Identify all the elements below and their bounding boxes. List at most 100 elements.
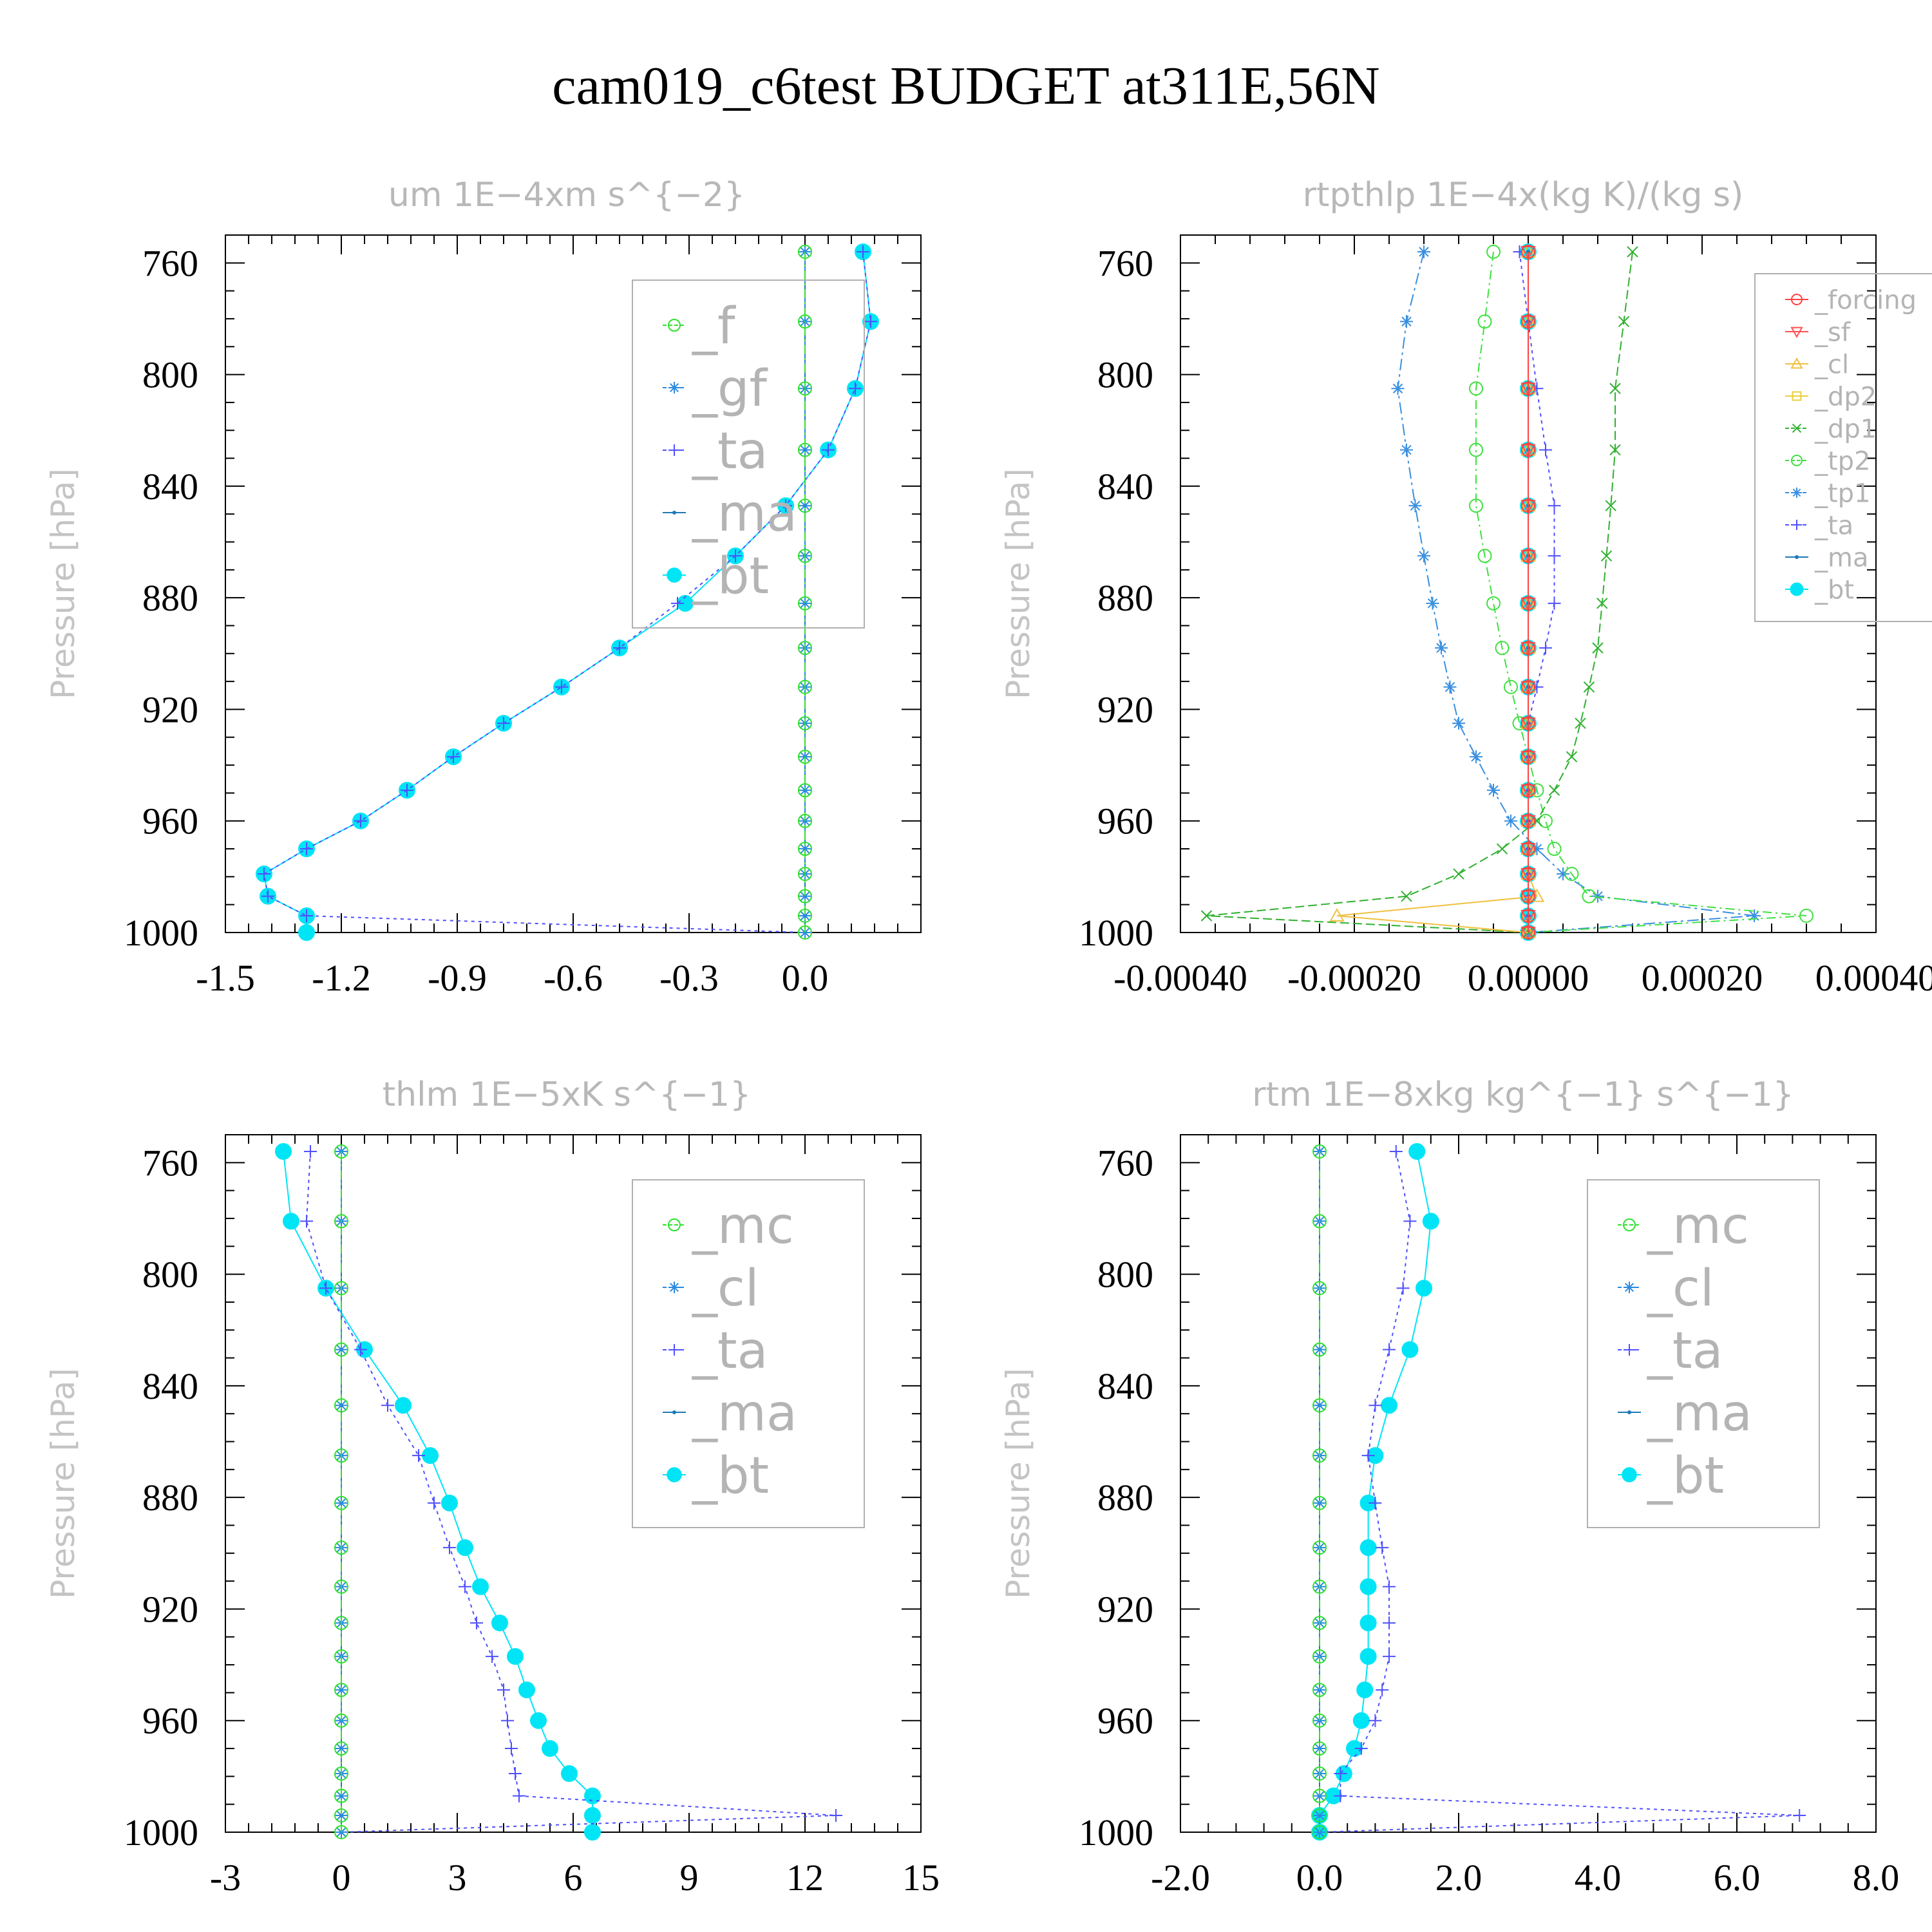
marker — [668, 444, 680, 456]
marker — [513, 1789, 526, 1803]
marker — [799, 784, 811, 797]
marker — [864, 315, 877, 328]
marker — [334, 1616, 348, 1631]
marker — [1368, 1399, 1382, 1412]
marker — [1312, 1683, 1327, 1698]
marker — [1453, 868, 1464, 880]
marker — [334, 1448, 348, 1463]
series-line — [1319, 1151, 1432, 1832]
legend-label: _bt — [692, 547, 769, 605]
x-tick-label: -0.00020 — [1287, 957, 1421, 999]
marker — [1792, 520, 1802, 530]
marker — [509, 1767, 522, 1781]
legend-label: _cl — [1647, 1260, 1714, 1318]
y-tick-label: 1000 — [1079, 1812, 1153, 1853]
series-bt — [256, 243, 879, 941]
marker — [1521, 925, 1535, 940]
marker — [1361, 1449, 1375, 1463]
marker — [334, 1808, 348, 1823]
legend-label: _ta — [692, 422, 768, 480]
marker — [1790, 327, 1803, 339]
marker — [1435, 641, 1448, 655]
series-mc — [1312, 1144, 1327, 1839]
marker — [1356, 1681, 1374, 1699]
marker — [1529, 888, 1545, 902]
x-tick-label: 0.0 — [782, 957, 829, 999]
marker — [672, 511, 676, 515]
marker — [857, 245, 869, 258]
marker — [1383, 1616, 1396, 1630]
y-tick-label: 880 — [142, 1477, 198, 1519]
x-tick-label: -2.0 — [1151, 1857, 1210, 1899]
x-tick-label: 2.0 — [1435, 1857, 1482, 1899]
x-tick-label: 8.0 — [1853, 1857, 1900, 1899]
marker — [1748, 909, 1761, 923]
marker — [668, 382, 680, 393]
figure-title: cam019_c6test BUDGET at311E,56N — [552, 56, 1380, 116]
plot-frame — [225, 1134, 922, 1833]
marker — [799, 443, 811, 457]
marker — [258, 867, 270, 881]
marker — [428, 1496, 440, 1510]
marker — [798, 909, 812, 923]
marker — [486, 1650, 498, 1663]
marker — [1609, 444, 1621, 456]
marker — [1799, 909, 1814, 923]
legend-label: _ma — [692, 1385, 797, 1443]
marker — [1408, 1142, 1426, 1160]
legend-label: _forcing — [1814, 285, 1917, 315]
marker — [799, 245, 811, 258]
marker — [1313, 1789, 1326, 1803]
marker — [1452, 717, 1465, 730]
legend-label: _ta — [1814, 511, 1853, 540]
marker — [1443, 680, 1457, 694]
legend-label: _cl — [692, 1260, 759, 1318]
panel-title: thlm 1E−5xK s^{−1} — [383, 1075, 751, 1114]
marker — [1396, 1282, 1410, 1295]
marker — [1312, 1144, 1327, 1159]
marker — [334, 1281, 348, 1296]
marker — [304, 1144, 317, 1158]
marker — [1521, 244, 1535, 259]
marker — [1596, 598, 1608, 609]
series-line — [263, 251, 872, 933]
marker — [1389, 1144, 1403, 1158]
marker — [798, 867, 812, 882]
series-bt — [1311, 1142, 1439, 1841]
marker — [1526, 249, 1530, 254]
marker — [1566, 751, 1578, 762]
marker — [1400, 443, 1413, 457]
y-tick-label: 920 — [1097, 1588, 1153, 1630]
marker — [1521, 596, 1535, 611]
marker — [1622, 1467, 1637, 1482]
series-dp1 — [1200, 246, 1638, 938]
marker — [1548, 784, 1560, 796]
marker — [1548, 499, 1561, 513]
y-tick-label: 1000 — [124, 912, 198, 954]
marker — [1416, 1280, 1432, 1297]
marker — [300, 1215, 313, 1228]
marker — [1376, 1683, 1389, 1697]
marker — [1408, 499, 1422, 513]
marker — [334, 1540, 348, 1555]
marker — [1539, 641, 1552, 655]
marker — [497, 1683, 510, 1697]
marker — [1521, 842, 1535, 857]
marker — [1521, 909, 1535, 923]
series-line — [1397, 251, 1755, 933]
marker — [457, 1539, 473, 1557]
y-axis-label: Pressure [hPa] — [44, 1368, 82, 1599]
marker — [798, 244, 812, 259]
marker — [798, 498, 812, 513]
marker — [799, 909, 811, 923]
marker — [335, 1742, 348, 1756]
marker — [1623, 1218, 1636, 1231]
legend-label: _bt — [1647, 1447, 1724, 1505]
x-tick-label: 9 — [680, 1857, 699, 1899]
x-tick-label: 0.00040 — [1815, 957, 1932, 999]
marker — [799, 842, 811, 856]
marker — [1521, 889, 1535, 904]
marker — [1334, 1767, 1347, 1781]
marker — [1513, 245, 1526, 258]
legend-label: _bt — [1814, 575, 1854, 605]
